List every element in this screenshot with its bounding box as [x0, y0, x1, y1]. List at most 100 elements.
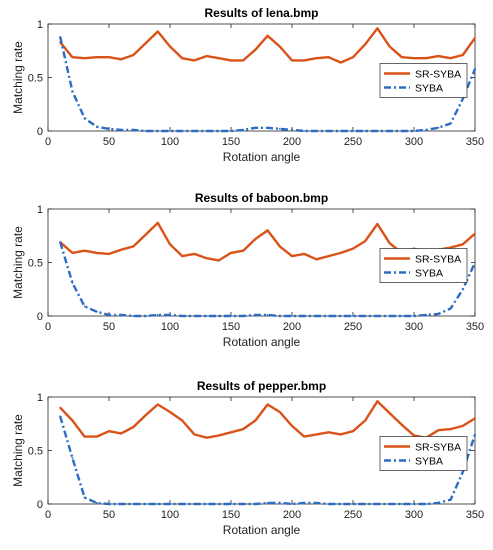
- data-point-sr-syba: [449, 246, 452, 249]
- data-point-sr-syba: [108, 56, 110, 59]
- legend: SR-SYBA SYBA: [379, 436, 468, 471]
- data-point-syba: [108, 314, 110, 316]
- data-point-sr-syba: [376, 400, 379, 403]
- data-point-syba: [364, 503, 367, 505]
- data-point-sr-syba: [364, 419, 367, 422]
- data-point-sr-syba: [400, 423, 403, 426]
- x-tick-label: 150: [222, 136, 240, 148]
- data-point-syba: [449, 498, 452, 501]
- data-point-syba: [364, 315, 367, 317]
- data-point-syba: [474, 68, 476, 70]
- data-point-syba: [278, 502, 281, 504]
- data-point-sr-syba: [449, 57, 452, 60]
- data-point-sr-syba: [169, 45, 171, 48]
- data-point-syba: [303, 130, 306, 132]
- data-point-syba: [437, 312, 440, 315]
- data-point-sr-syba: [278, 411, 281, 413]
- data-point-sr-syba: [291, 59, 293, 62]
- chart-panel-3: Results of pepper.bmp 0 50 100 150 200 250 300 3…: [11, 379, 484, 537]
- data-point-syba: [449, 122, 452, 125]
- data-point-sr-syba: [461, 54, 464, 56]
- data-point-sr-syba: [108, 253, 110, 255]
- data-point-sr-syba: [461, 424, 464, 427]
- data-point-sr-syba: [144, 414, 147, 417]
- x-tick-label: 100: [161, 136, 179, 148]
- data-point-syba: [266, 502, 269, 504]
- data-point-sr-syba: [278, 245, 281, 248]
- data-point-sr-syba: [474, 232, 476, 235]
- data-point-sr-syba: [242, 59, 245, 62]
- y-tick-label: 0: [37, 311, 43, 323]
- data-point-syba: [71, 90, 74, 93]
- y-tick-label: 0.5: [28, 73, 43, 85]
- legend-box: [379, 248, 468, 283]
- data-point-sr-syba: [59, 406, 62, 409]
- data-point-syba: [303, 502, 306, 504]
- x-tick-label: 350: [466, 509, 484, 521]
- data-point-syba: [303, 315, 306, 317]
- data-point-sr-syba: [193, 433, 196, 436]
- data-point-sr-syba: [156, 222, 159, 224]
- data-point-syba: [169, 130, 171, 132]
- data-point-sr-syba: [71, 56, 74, 59]
- legend-label-syba: SYBA: [415, 456, 443, 468]
- data-point-syba: [169, 314, 171, 316]
- legend-label-syba: SYBA: [415, 268, 443, 280]
- data-point-sr-syba: [327, 255, 330, 257]
- data-point-syba: [217, 503, 220, 505]
- data-point-sr-syba: [474, 417, 476, 420]
- data-point-syba: [71, 281, 74, 284]
- data-point-sr-syba: [327, 431, 330, 434]
- x-tick-label: 200: [283, 136, 301, 148]
- data-point-syba: [461, 471, 464, 473]
- data-point-sr-syba: [181, 57, 184, 60]
- data-point-sr-syba: [315, 433, 318, 436]
- data-point-sr-syba: [449, 428, 452, 430]
- data-point-sr-syba: [266, 229, 269, 232]
- data-point-sr-syba: [83, 435, 86, 438]
- x-tick-label: 50: [103, 321, 115, 333]
- data-point-syba: [315, 130, 318, 132]
- data-point-syba: [339, 130, 342, 132]
- data-point-syba: [376, 130, 379, 132]
- data-point-syba: [156, 314, 159, 316]
- data-point-syba: [181, 130, 184, 132]
- data-point-sr-syba: [108, 430, 110, 433]
- data-point-sr-syba: [461, 243, 464, 246]
- data-point-syba: [449, 307, 452, 310]
- data-point-sr-syba: [120, 248, 123, 251]
- data-point-syba: [339, 503, 342, 505]
- data-point-syba: [413, 130, 415, 132]
- data-point-syba: [59, 35, 62, 38]
- data-point-syba: [144, 130, 147, 132]
- data-point-sr-syba: [120, 58, 123, 61]
- data-point-syba: [108, 503, 110, 505]
- data-point-sr-syba: [205, 55, 208, 57]
- data-point-syba: [327, 315, 330, 317]
- data-point-syba: [388, 315, 391, 317]
- data-point-sr-syba: [437, 429, 440, 432]
- data-point-sr-syba: [315, 258, 318, 261]
- data-point-sr-syba: [303, 253, 306, 255]
- chart-title: Results of lena.bmp: [204, 6, 318, 20]
- data-point-sr-syba: [144, 233, 147, 236]
- data-point-sr-syba: [242, 428, 245, 430]
- data-point-syba: [181, 315, 184, 317]
- data-point-sr-syba: [217, 57, 220, 60]
- x-tick-label: 0: [45, 136, 51, 148]
- data-point-sr-syba: [230, 251, 232, 254]
- data-point-syba: [400, 503, 403, 505]
- data-point-syba: [291, 129, 293, 131]
- y-tick-label: 0.5: [28, 258, 43, 270]
- data-point-syba: [278, 127, 281, 130]
- data-point-syba: [144, 315, 147, 317]
- data-point-syba: [193, 503, 196, 505]
- y-axis-label: Matching rate: [11, 226, 25, 299]
- data-point-syba: [425, 129, 428, 131]
- y-tick-label: 1: [37, 392, 43, 404]
- data-point-sr-syba: [352, 430, 354, 433]
- data-point-syba: [230, 130, 232, 132]
- data-point-syba: [217, 130, 220, 132]
- data-point-sr-syba: [437, 55, 440, 57]
